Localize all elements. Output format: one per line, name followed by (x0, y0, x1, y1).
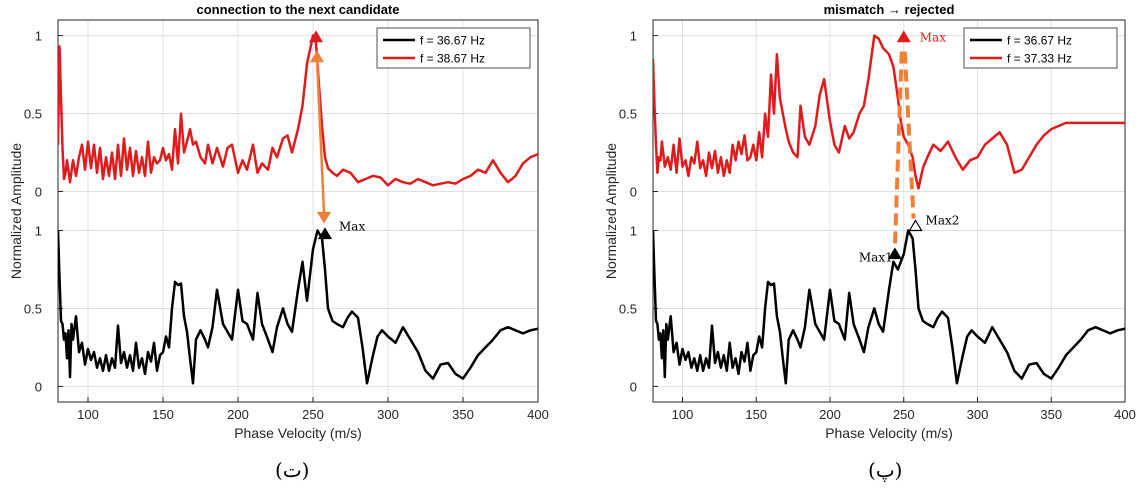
x-tick-label: 150 (152, 407, 174, 422)
y-axis-label: Normalized Amplitude (8, 143, 24, 279)
series-line-1 (58, 229, 538, 385)
x-tick-label: 300 (377, 407, 399, 422)
x-tick-label: 100 (77, 407, 99, 422)
y-tick-label: 0.5 (24, 301, 42, 316)
annotation-max: Max (920, 31, 946, 45)
chart-title: connection to the next candidate (197, 2, 400, 17)
annotation-max1: Max1 (859, 251, 893, 265)
legend-box (376, 27, 531, 69)
chart-title: mismatch → rejected (824, 2, 955, 17)
x-tick-label: 350 (1040, 407, 1062, 422)
connection-arrow (315, 59, 326, 213)
x-tick-label: 350 (452, 407, 474, 422)
legend-box (963, 27, 1118, 69)
y-axis-label: Normalized Amplitude (603, 143, 619, 279)
y-tick-label: 1 (630, 223, 637, 238)
annotation-max2: Max2 (926, 213, 960, 227)
y-tick-label: 1 (35, 29, 42, 44)
connection-arrow-head-top (309, 50, 325, 63)
y-tick-label: 0 (35, 185, 42, 200)
dashed-link-max1 (892, 51, 904, 247)
legend: f = 36.67 Hz f = 38.67 Hz (376, 27, 531, 69)
x-tick-label: 250 (893, 407, 915, 422)
series-line-1 (653, 229, 1125, 385)
black-peak-marker (317, 227, 333, 240)
x-axis-label: Phase Velocity (m/s) (234, 425, 362, 441)
plot-area (652, 19, 1126, 403)
legend: f = 36.67 Hz f = 37.33 Hz (963, 27, 1118, 69)
plot-area (57, 19, 539, 403)
max2-marker (908, 219, 923, 232)
x-tick-label: 100 (672, 407, 694, 422)
y-tick-label: 0 (630, 185, 637, 200)
legend-label-1: f = 36.67 Hz (1007, 34, 1072, 48)
x-tick-label: 300 (967, 407, 989, 422)
series-line-2 (653, 34, 1125, 190)
series-line-2 (58, 34, 538, 187)
x-tick-label: 200 (819, 407, 841, 422)
chart-panel-2: 100 150 200 250 300 350 400 0 0.5 1 0 0.5 1 mismatch … (603, 2, 1136, 441)
dashed-link-max2 (902, 51, 916, 219)
panel-label-left: (ت) (275, 458, 310, 482)
y-tick-label: 0 (630, 379, 637, 394)
chart-panel-1: 100 150 200 250 300 350 400 0 0.5 1 0 0.5 1 connectio… (8, 2, 549, 441)
connection-arrow-head-bottom (316, 211, 332, 224)
max1-marker (887, 247, 902, 260)
legend-label-2: f = 37.33 Hz (1007, 52, 1072, 66)
x-axis-label: Phase Velocity (m/s) (825, 425, 953, 441)
x-tick-label: 250 (302, 407, 324, 422)
x-tick-label: 150 (745, 407, 767, 422)
y-tick-label: 0.5 (619, 107, 637, 122)
red-peak-marker (308, 30, 324, 43)
y-tick-label: 0 (35, 379, 42, 394)
x-tick-label: 400 (1114, 407, 1136, 422)
x-tick-label: 200 (227, 407, 249, 422)
y-tick-label: 0.5 (24, 107, 42, 122)
y-tick-label: 0.5 (619, 301, 637, 316)
legend-label-2: f = 38.67 Hz (420, 52, 485, 66)
x-tick-label: 400 (527, 407, 549, 422)
legend-label-1: f = 36.67 Hz (420, 34, 485, 48)
annotation-max: Max (339, 219, 365, 233)
panel-label-right: (پ) (868, 458, 903, 482)
y-tick-label: 1 (630, 29, 637, 44)
red-peak-marker (896, 30, 911, 43)
y-tick-label: 1 (35, 223, 42, 238)
